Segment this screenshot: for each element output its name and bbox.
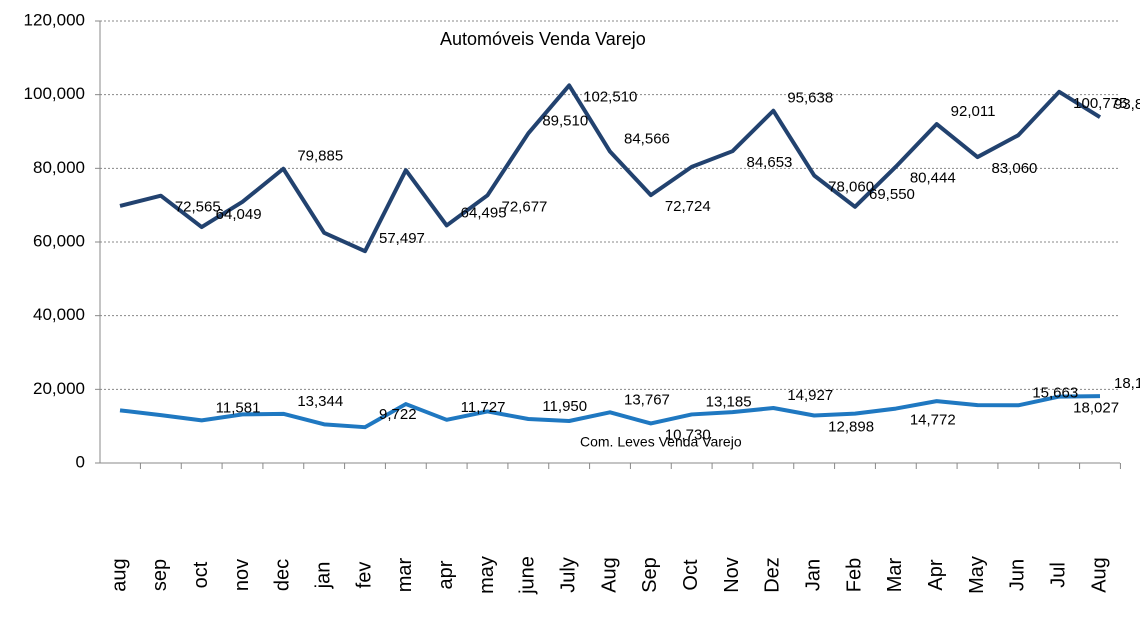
data-label: 64,049 [216,206,262,223]
x-tick-label: aug [108,558,130,591]
x-tick-label: may [476,556,498,594]
data-label: 92,011 [951,103,996,120]
y-tick-label: 60,000 [33,231,85,250]
data-label: 102,510 [583,88,637,105]
x-tick-label: mar [394,557,416,592]
data-label: 78,060 [828,178,874,195]
data-label: 9,722 [379,406,417,423]
x-tick-label: june [517,556,539,595]
data-label: 64,495 [461,204,507,221]
x-tick-label: Sep [639,557,661,593]
data-label: 14,772 [910,412,956,429]
y-tick-label: 80,000 [33,158,85,177]
x-tick-label: jan [312,562,334,590]
data-label: 14,927 [787,387,833,404]
data-label: 18,027 [1073,400,1119,417]
data-label: 13,185 [706,393,752,410]
x-tick-label: nov [231,559,253,591]
x-tick-label: Nov [721,557,743,593]
data-label: 72,724 [665,198,711,215]
data-label: 11,581 [216,399,261,416]
data-label: 84,653 [747,154,793,171]
x-tick-label: Feb [843,558,865,592]
data-label: 83,060 [992,160,1038,177]
x-tick-label: Jun [1007,559,1029,591]
x-tick-label: July [557,557,579,593]
data-label: 11,727 [461,399,506,416]
y-tick-label: 40,000 [33,305,85,324]
data-label: 72,565 [175,199,221,216]
x-tick-label: oct [190,561,212,588]
data-label: 15,663 [1032,384,1078,401]
x-tick-label: Apr [925,559,947,590]
series-name: Automóveis Venda Varejo [440,29,646,49]
series-line [119,394,1101,430]
x-tick-label: Oct [680,559,702,591]
data-label: 11,950 [542,398,587,415]
series-line [119,83,1102,254]
x-tick-label: Aug [1088,557,1110,593]
series-name: Com. Leves Venda Varejo [580,434,742,450]
y-tick-label: 120,000 [24,10,85,29]
data-label: 13,344 [297,393,343,410]
y-tick-label: 0 [76,452,85,471]
x-tick-label: dec [272,559,294,591]
data-label: 57,497 [379,230,425,247]
x-tick-label: Dez [762,557,784,593]
x-tick-label: sep [149,559,171,591]
x-tick-label: May [966,556,988,594]
data-label: 100,775 [1073,95,1127,112]
y-tick-label: 100,000 [24,84,85,103]
data-label: 18,166 [1114,375,1140,392]
data-label: 89,510 [542,112,588,129]
data-label: 93,876 [1114,96,1140,113]
data-label: 79,885 [297,148,343,165]
data-label: 84,566 [624,130,670,147]
data-label: 95,638 [787,90,833,107]
data-label: 72,677 [502,198,548,215]
x-tick-label: Aug [598,557,620,593]
x-tick-label: Jul [1047,562,1069,588]
data-label: 13,767 [624,391,670,408]
data-label: 12,898 [828,418,874,435]
data-label: 10,730 [665,426,711,443]
y-tick-label: 20,000 [33,379,85,398]
x-tick-label: fev [353,562,375,589]
data-label: 80,444 [910,170,956,187]
x-tick-label: Jan [802,559,824,591]
x-tick-label: Mar [884,557,906,592]
data-label: 69,550 [869,186,915,203]
x-tick-label: apr [435,560,457,589]
